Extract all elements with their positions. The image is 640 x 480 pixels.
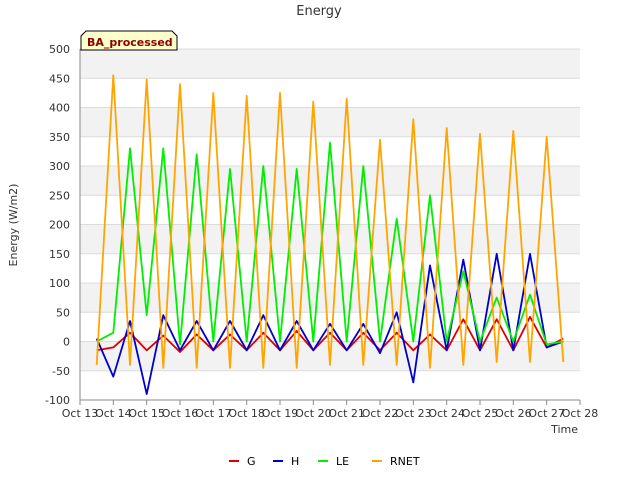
y-tick-label: 200 — [49, 219, 70, 232]
x-tick-label: Oct 28 — [562, 407, 599, 420]
plot-band — [80, 312, 580, 342]
series-line-le — [96, 141, 564, 346]
x-tick-label: Oct 15 — [128, 407, 165, 420]
y-tick-label: 300 — [49, 160, 70, 173]
x-tick-label: Oct 18 — [228, 407, 265, 420]
processed-badge: BA_processed — [80, 30, 178, 51]
plot-band — [80, 78, 580, 108]
legend-label-le: LE — [336, 455, 349, 468]
x-tick-label: Oct 19 — [262, 407, 299, 420]
x-tick-label: Oct 24 — [428, 407, 465, 420]
legend: G H LE RNET — [229, 455, 420, 468]
tick-labels: -100 -50 0 50 100 150 200 250 300 350 400 450 500 Oct… — [45, 43, 598, 420]
y-tick-label: 50 — [56, 306, 70, 319]
x-tick-label: Oct 14 — [95, 407, 132, 420]
y-tick-label: 0 — [63, 336, 70, 349]
plot-band — [80, 107, 580, 137]
y-tick-label: 400 — [49, 102, 70, 115]
plot-band — [80, 49, 580, 79]
badge-box — [80, 30, 178, 51]
x-tick-label: Oct 22 — [362, 407, 399, 420]
y-tick-label: 150 — [49, 248, 70, 261]
y-tick-label: -50 — [52, 365, 70, 378]
x-tick-label: Oct 23 — [395, 407, 432, 420]
x-tick-label: Oct 17 — [195, 407, 232, 420]
badge-label: BA_processed — [87, 36, 173, 49]
x-tick-label: Oct 16 — [162, 407, 199, 420]
series-line-rnet — [95, 74, 565, 369]
series-layer — [95, 74, 565, 396]
legend-label-rnet: RNET — [390, 455, 420, 468]
x-tick-label: Oct 25 — [462, 407, 499, 420]
y-tick-label: 250 — [49, 189, 70, 202]
plot-band — [80, 166, 580, 196]
axes — [79, 49, 580, 401]
y-axis-title: Energy (W/m2) — [7, 184, 20, 267]
y-tick-label: 350 — [49, 131, 70, 144]
x-tick-label: Oct 27 — [528, 407, 565, 420]
series-line-h — [95, 252, 564, 396]
x-tick-label: Oct 21 — [328, 407, 365, 420]
x-axis-title: Time — [550, 423, 578, 436]
plot-band — [80, 224, 580, 254]
x-tick-label: Oct 26 — [495, 407, 532, 420]
x-tick-label: Oct 13 — [62, 407, 99, 420]
x-tick-label: Oct 20 — [295, 407, 332, 420]
y-tick-label: 500 — [49, 43, 70, 56]
plot-band — [80, 370, 580, 400]
y-tick-label: 100 — [49, 277, 70, 290]
y-tick-label: 450 — [49, 72, 70, 85]
y-tick-label: -100 — [45, 394, 70, 407]
plot-band — [80, 195, 580, 225]
series-line-g — [96, 315, 564, 353]
legend-label-g: G — [247, 455, 256, 468]
legend-label-h: H — [291, 455, 299, 468]
chart-title: Energy — [296, 4, 342, 19]
